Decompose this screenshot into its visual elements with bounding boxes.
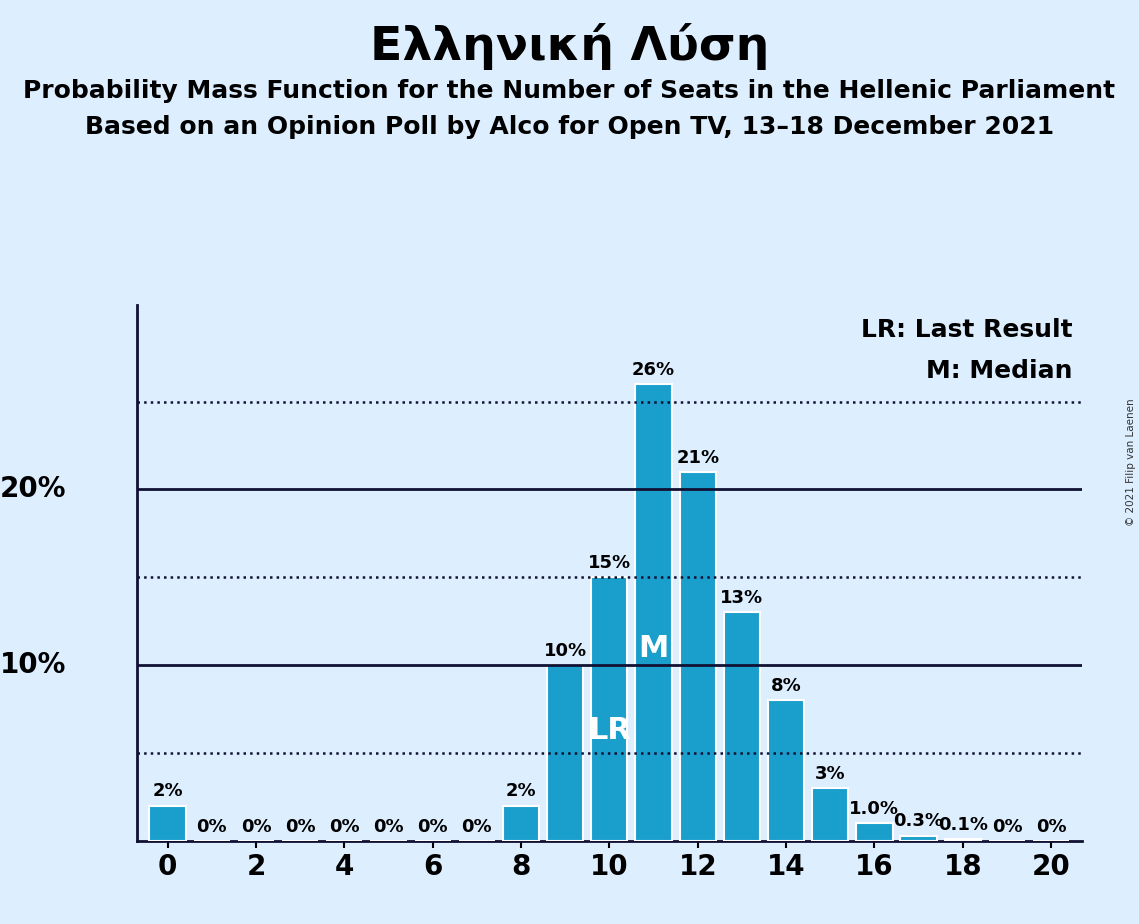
Text: 21%: 21% [677,448,720,467]
Text: Probability Mass Function for the Number of Seats in the Hellenic Parliament: Probability Mass Function for the Number… [24,79,1115,103]
Text: 26%: 26% [632,360,675,379]
Text: 0%: 0% [992,818,1023,835]
Bar [591,578,628,841]
Text: LR: Last Result: LR: Last Result [861,319,1073,342]
Text: Ελληνική Λύση: Ελληνική Λύση [370,23,769,70]
Text: 10%: 10% [0,651,66,679]
Text: 2%: 2% [506,783,536,800]
Bar [503,806,539,841]
Text: M: Median: M: Median [926,359,1073,383]
Text: 0%: 0% [461,818,492,835]
Text: M: M [638,635,669,663]
Text: 3%: 3% [814,765,845,783]
Text: 0%: 0% [374,818,404,835]
Bar [723,613,760,841]
Bar [857,823,893,841]
Text: 1.0%: 1.0% [850,800,900,818]
Bar [944,839,981,841]
Text: LR: LR [588,716,631,745]
Text: 15%: 15% [588,554,631,572]
Text: © 2021 Filip van Laenen: © 2021 Filip van Laenen [1126,398,1136,526]
Text: 0.3%: 0.3% [894,812,943,831]
Text: 0%: 0% [285,818,316,835]
Text: 20%: 20% [0,476,66,504]
Bar [547,665,583,841]
Text: 13%: 13% [720,590,763,607]
Bar [901,835,936,841]
Bar [636,384,672,841]
Text: 0%: 0% [1035,818,1066,835]
Text: 0%: 0% [240,818,271,835]
Text: 0.1%: 0.1% [937,816,988,833]
Text: 10%: 10% [543,642,587,660]
Bar [680,472,715,841]
Text: 0%: 0% [329,818,360,835]
Text: 0%: 0% [196,818,227,835]
Bar [768,700,804,841]
Text: Based on an Opinion Poll by Alco for Open TV, 13–18 December 2021: Based on an Opinion Poll by Alco for Ope… [85,115,1054,139]
Text: 0%: 0% [417,818,448,835]
Bar [812,788,849,841]
Bar [149,806,186,841]
Text: 8%: 8% [771,677,802,695]
Text: 2%: 2% [153,783,183,800]
